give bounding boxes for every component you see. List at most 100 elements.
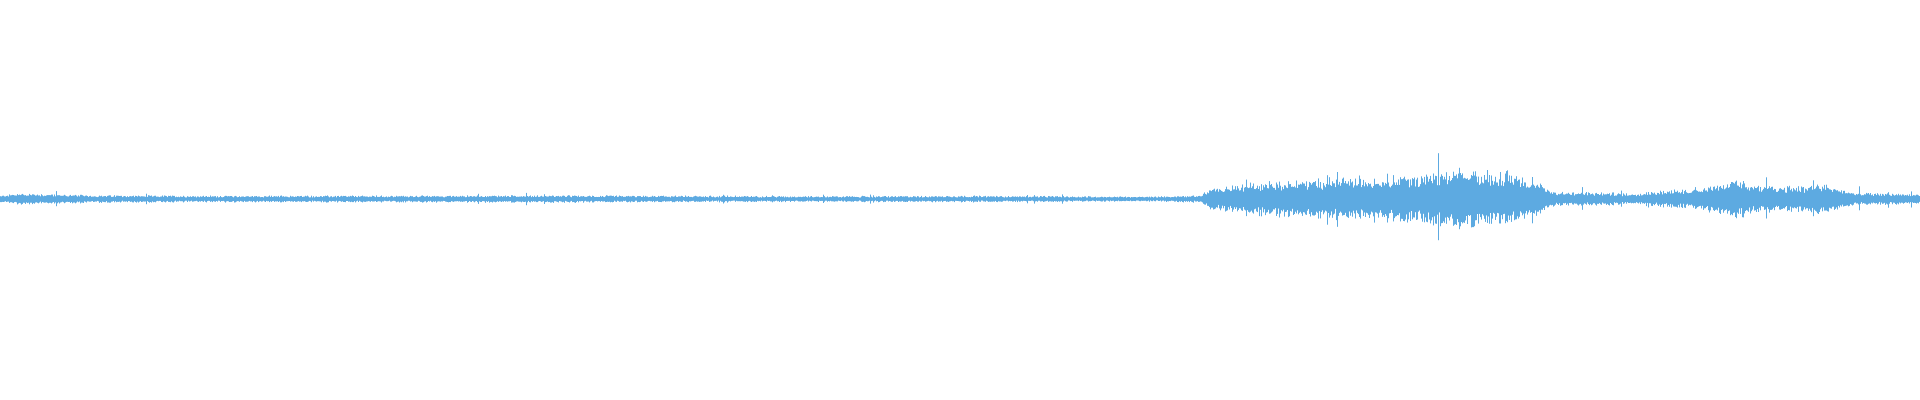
waveform-bar [703, 196, 704, 202]
waveform-bar [945, 197, 946, 201]
waveform-bar [1011, 196, 1012, 201]
waveform-bar [1499, 179, 1500, 224]
waveform-bar [1299, 184, 1300, 213]
waveform-bar [1232, 185, 1233, 212]
waveform-bar [502, 196, 503, 202]
waveform-bar [1028, 197, 1029, 201]
waveform-bar [1103, 197, 1104, 201]
waveform-bar [65, 195, 66, 203]
waveform-bar [569, 195, 570, 203]
waveform-bar [780, 196, 781, 201]
waveform-bar [967, 197, 968, 201]
waveform-bar [781, 196, 782, 203]
waveform-bar [1574, 195, 1575, 204]
waveform-bar [1433, 173, 1434, 226]
waveform-bar [1292, 186, 1293, 209]
waveform-bar [402, 196, 403, 202]
waveform-bar [1909, 194, 1910, 204]
waveform-bar [949, 196, 950, 202]
waveform-bar [790, 196, 791, 202]
waveform-bar [1434, 179, 1435, 217]
waveform-bar [1817, 184, 1818, 214]
waveform-bar [1414, 177, 1415, 218]
waveform-bar [871, 196, 872, 202]
waveform-bar [1311, 184, 1312, 213]
waveform-bar [563, 195, 564, 202]
waveform-bar [608, 196, 609, 202]
waveform-bar [268, 196, 269, 202]
waveform-bar [410, 195, 411, 202]
waveform-bar [778, 196, 779, 202]
waveform-bar [195, 196, 196, 202]
waveform-bar [1253, 183, 1254, 214]
waveform-bar [715, 197, 716, 201]
waveform-bar [1844, 190, 1845, 207]
waveform-bar [1003, 197, 1004, 201]
waveform-bar [911, 197, 912, 201]
waveform-bar [447, 196, 448, 202]
waveform-bar [1219, 189, 1220, 209]
waveform-bar [1214, 188, 1215, 210]
waveform-bar [1729, 187, 1730, 211]
waveform-bar [100, 196, 101, 202]
waveform-bar [1118, 197, 1119, 201]
waveform-bar [1650, 194, 1651, 204]
waveform-bar [332, 197, 333, 201]
waveform-bar [786, 197, 787, 201]
waveform-bar [1478, 176, 1479, 224]
waveform-bar [274, 196, 275, 202]
waveform-bar [1670, 193, 1671, 204]
waveform-bar [1742, 184, 1743, 218]
waveform-bar [583, 196, 584, 203]
waveform-bar [1701, 191, 1702, 209]
waveform-bar [513, 196, 514, 203]
waveform-bar [257, 196, 258, 201]
waveform-bar [1725, 188, 1726, 210]
waveform-bar [1595, 193, 1596, 205]
waveform-bar [1697, 190, 1698, 208]
waveform-bar [1524, 182, 1525, 219]
waveform-bar [29, 193, 30, 205]
waveform-bar [869, 197, 870, 201]
waveform-bar [831, 197, 832, 202]
waveform-bar [1775, 189, 1776, 207]
waveform-bar [1402, 179, 1403, 219]
waveform-bar [755, 196, 756, 202]
waveform-bar [1552, 193, 1553, 205]
waveform-bar [1784, 187, 1785, 209]
waveform-bar [346, 196, 347, 201]
waveform-bar [1266, 185, 1267, 213]
waveform-bar [514, 195, 515, 203]
waveform-bar [1464, 177, 1465, 223]
waveform-bar [1575, 194, 1576, 204]
waveform-bar [936, 196, 937, 202]
waveform-bar [639, 196, 640, 203]
waveform-bar [335, 195, 336, 202]
waveform-bar [127, 196, 128, 203]
waveform-bar [629, 196, 630, 202]
waveform-bar [1869, 194, 1870, 204]
waveform-bar [763, 197, 764, 201]
waveform-bar [1629, 195, 1630, 203]
waveform-bar [1533, 184, 1534, 213]
waveform-bar [503, 196, 504, 202]
waveform-bar [1165, 197, 1166, 201]
waveform-bar [1050, 196, 1051, 202]
waveform-bar [0, 196, 1, 203]
waveform-bar [1559, 194, 1560, 204]
waveform-bar [729, 197, 730, 201]
waveform-bar [1870, 193, 1871, 205]
waveform-bar [1687, 192, 1688, 204]
waveform-bar [840, 197, 841, 202]
waveform-bar [352, 195, 353, 203]
waveform-bar [1429, 178, 1430, 220]
waveform-bar [1657, 192, 1658, 205]
waveform-bar [1728, 187, 1729, 212]
waveform-bar [193, 196, 194, 202]
waveform-bar [1682, 189, 1683, 208]
waveform-bar [1385, 182, 1386, 214]
waveform-bar [1134, 197, 1135, 201]
waveform-bar [194, 196, 195, 202]
waveform-bar [558, 195, 559, 203]
